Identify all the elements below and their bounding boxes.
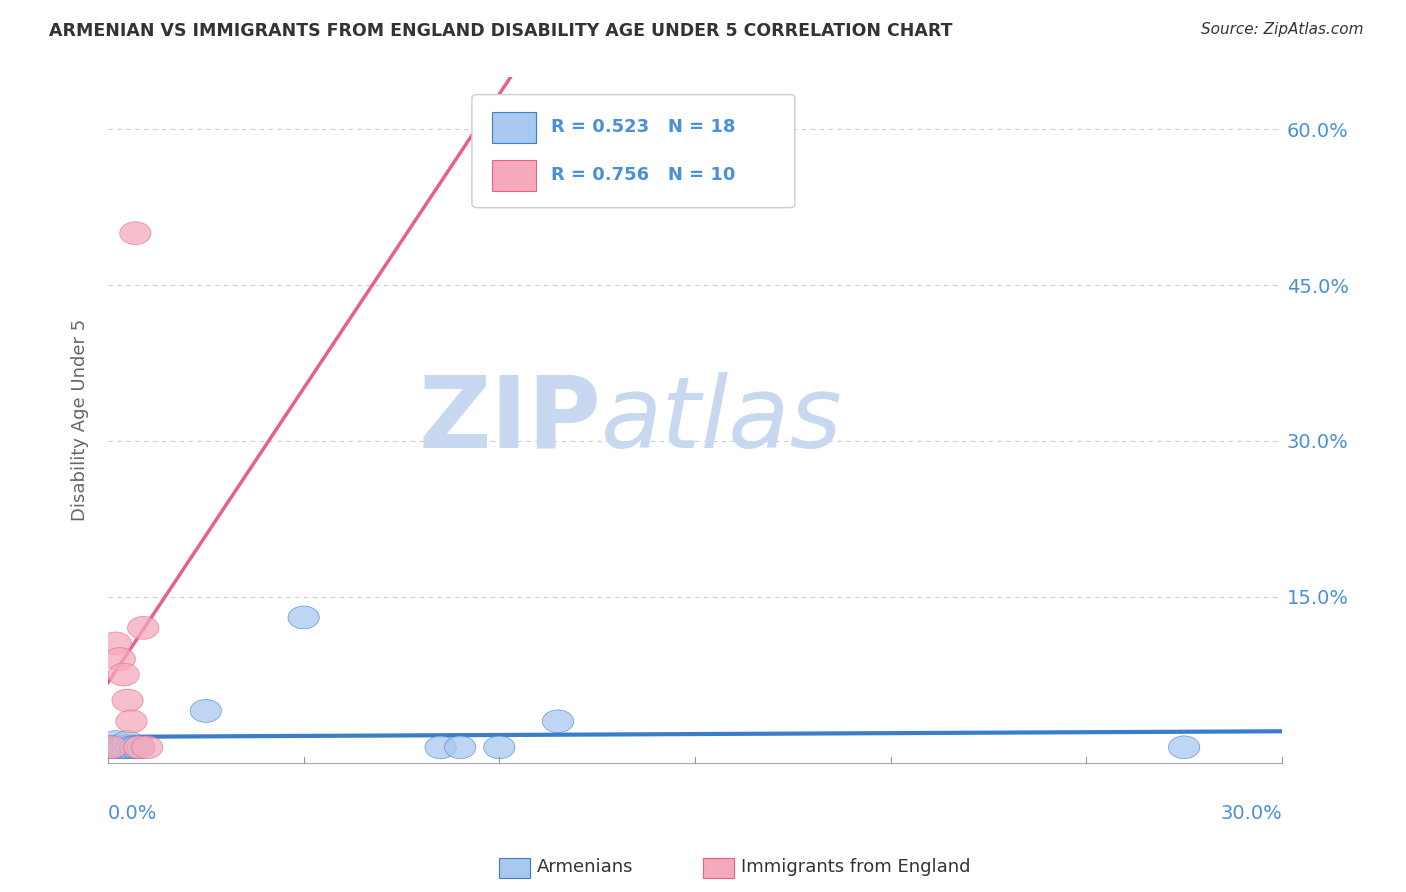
Ellipse shape [124,736,155,759]
FancyBboxPatch shape [492,112,537,143]
Ellipse shape [104,736,135,759]
Ellipse shape [484,736,515,759]
Ellipse shape [100,731,132,754]
Ellipse shape [190,699,222,723]
FancyBboxPatch shape [472,95,794,208]
Ellipse shape [100,632,132,655]
Text: 0.0%: 0.0% [108,805,157,823]
Text: 30.0%: 30.0% [1220,805,1282,823]
Text: atlas: atlas [600,372,842,468]
Ellipse shape [96,736,128,759]
FancyBboxPatch shape [492,160,537,191]
Text: ZIP: ZIP [418,372,600,468]
Ellipse shape [120,736,150,759]
Text: Immigrants from England: Immigrants from England [741,858,970,876]
Ellipse shape [128,616,159,640]
Ellipse shape [543,710,574,732]
Ellipse shape [425,736,457,759]
Text: Armenians: Armenians [537,858,634,876]
Text: R = 0.756   N = 10: R = 0.756 N = 10 [551,167,735,185]
Text: R = 0.523   N = 18: R = 0.523 N = 18 [551,119,735,136]
Ellipse shape [108,736,139,759]
Ellipse shape [1168,736,1199,759]
Ellipse shape [112,731,143,754]
Ellipse shape [120,222,150,244]
Ellipse shape [108,663,139,686]
Text: Source: ZipAtlas.com: Source: ZipAtlas.com [1201,22,1364,37]
Ellipse shape [120,736,150,759]
Ellipse shape [100,736,132,759]
Ellipse shape [112,736,143,759]
Ellipse shape [288,606,319,629]
Ellipse shape [115,710,148,732]
Y-axis label: Disability Age Under 5: Disability Age Under 5 [72,319,89,521]
Ellipse shape [96,736,128,759]
Ellipse shape [112,690,143,712]
Ellipse shape [124,736,155,759]
Ellipse shape [104,648,135,671]
Ellipse shape [132,736,163,759]
Ellipse shape [444,736,475,759]
Text: ARMENIAN VS IMMIGRANTS FROM ENGLAND DISABILITY AGE UNDER 5 CORRELATION CHART: ARMENIAN VS IMMIGRANTS FROM ENGLAND DISA… [49,22,953,40]
Ellipse shape [115,736,148,759]
